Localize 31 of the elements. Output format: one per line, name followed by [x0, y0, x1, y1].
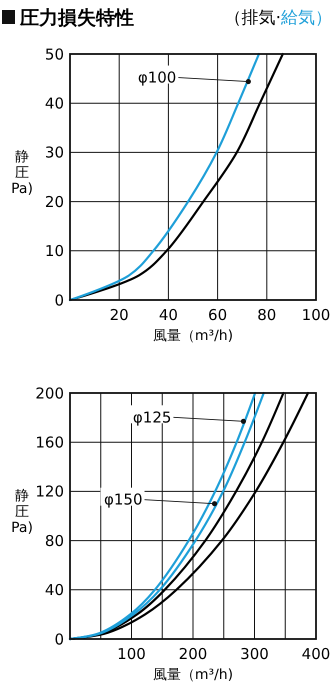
- y-tick-label: 200: [35, 384, 64, 402]
- chart-title: 圧力損失特性: [19, 7, 134, 29]
- y-tick-label: 20: [44, 192, 64, 211]
- y-tick-label: 40: [44, 94, 64, 112]
- y-axis-title: 静圧Pa): [11, 488, 33, 536]
- text: 給気）: [280, 8, 332, 28]
- x-tick-label: 200: [178, 645, 208, 663]
- y-tick-label: 0: [54, 630, 64, 648]
- y-tick-label: 50: [44, 45, 64, 64]
- y-tick-label: 40: [44, 581, 64, 600]
- annotation: φ100: [138, 68, 176, 87]
- y-tick-label: 160: [35, 433, 64, 452]
- y-tick-label: 30: [44, 144, 64, 162]
- annotation: φ125: [132, 408, 172, 426]
- series-label: （排気·: [224, 8, 281, 28]
- y-tick-label: 120: [35, 482, 64, 501]
- x-tick-label: 60: [208, 306, 228, 324]
- x-axis-title: 風量（m³/h): [152, 328, 234, 344]
- x-tick-label: 20: [110, 306, 129, 324]
- x-tick-label: 300: [240, 645, 269, 663]
- x-tick-label: 400: [302, 645, 330, 663]
- x-tick-label: 40: [158, 306, 178, 324]
- annotation: φ150: [104, 490, 143, 509]
- y-tick-label: 80: [44, 532, 64, 550]
- y-tick-label: 10: [44, 242, 64, 260]
- x-tick-label: 100: [302, 306, 330, 324]
- x-axis-title: 風量（m³/h): [152, 667, 234, 683]
- x-tick-label: 80: [257, 306, 276, 324]
- y-tick-label: 0: [54, 291, 64, 310]
- y-axis-title: 静圧Pa): [11, 149, 33, 197]
- x-tick-label: 100: [117, 645, 146, 663]
